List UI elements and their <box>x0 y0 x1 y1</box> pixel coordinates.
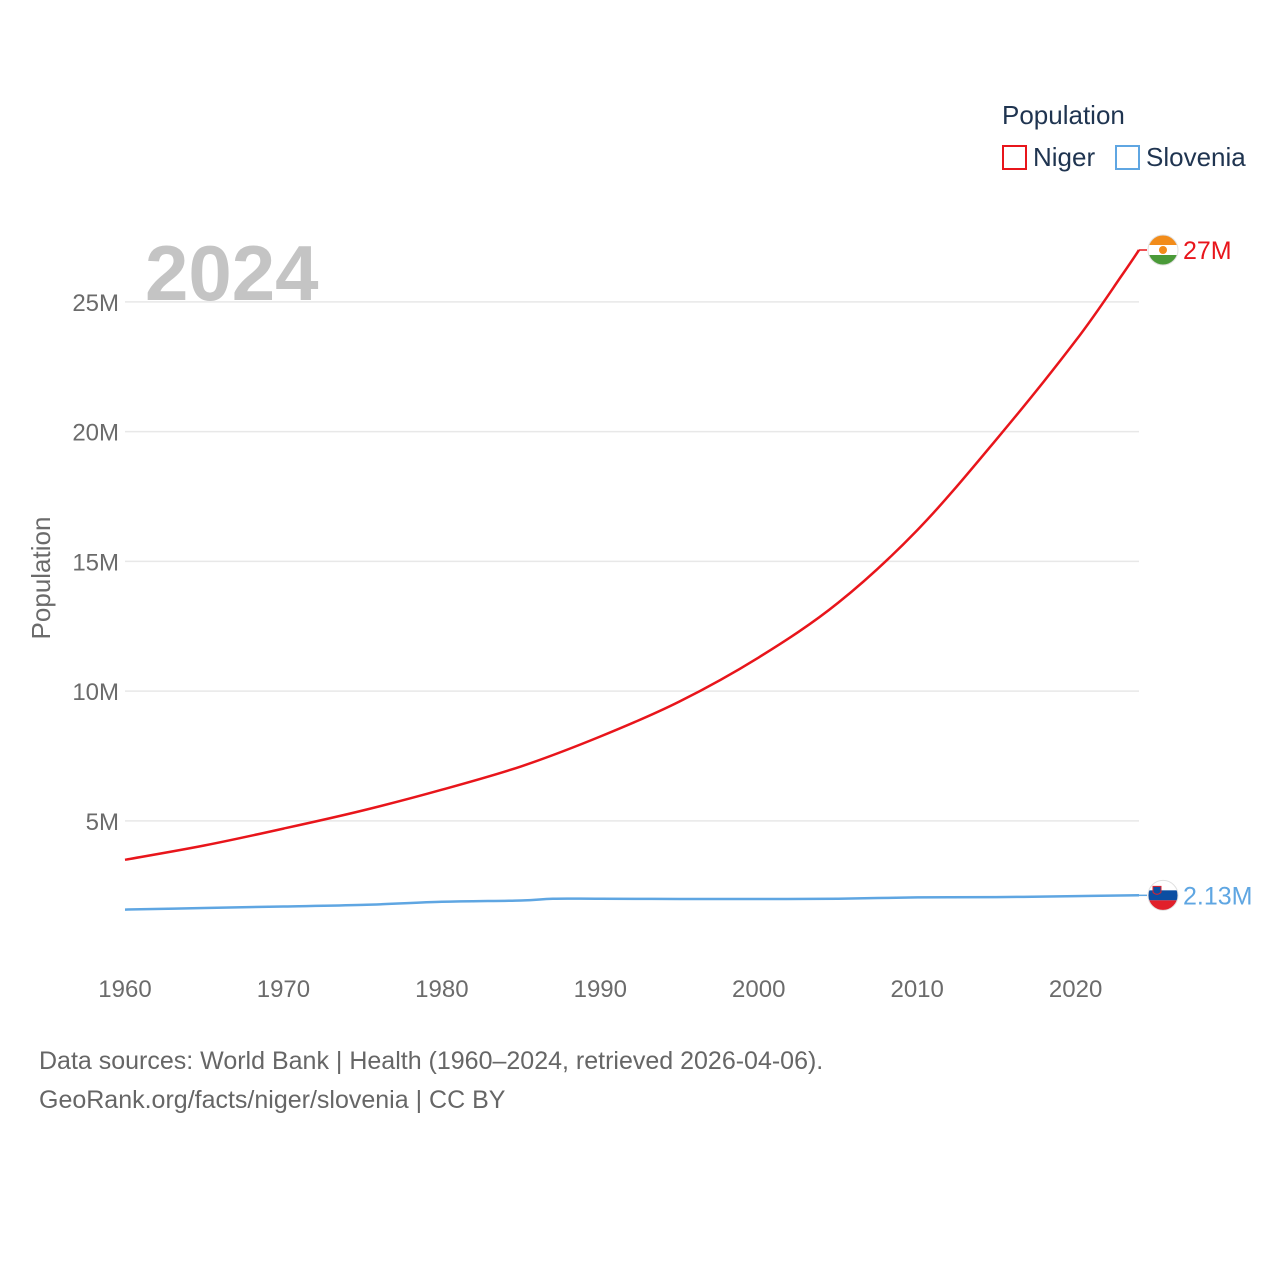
legend-swatch-slovenia <box>1115 145 1140 170</box>
y-axis-ticks: 5M 10M 15M 20M 25M <box>72 290 119 836</box>
y-tick-25M: 25M <box>72 290 119 317</box>
legend-item-niger[interactable]: Niger <box>1002 142 1095 172</box>
x-axis-ticks: 1960 1970 1980 1990 2000 2010 2020 <box>98 976 1102 1003</box>
x-tick-1980: 1980 <box>415 976 468 1003</box>
x-tick-1960: 1960 <box>98 976 151 1003</box>
y-tick-15M: 15M <box>72 549 119 576</box>
source-line-2: GeoRank.org/facts/niger/slovenia | CC BY <box>39 1086 506 1114</box>
legend-swatch-niger <box>1002 145 1027 170</box>
y-tick-5M: 5M <box>86 809 119 836</box>
legend: Population Niger Slovenia <box>1002 100 1246 172</box>
niger-flag-icon <box>1147 234 1179 266</box>
series-end-markers: 27M 2.13M <box>1139 234 1252 911</box>
source-line-1: Data sources: World Bank | Health (1960–… <box>39 1047 824 1075</box>
current-year-label: 2024 <box>145 229 319 317</box>
x-tick-1990: 1990 <box>574 976 627 1003</box>
series-lines <box>124 249 1141 911</box>
legend-label-niger: Niger <box>1033 142 1095 172</box>
end-label-niger: 27M <box>1183 237 1232 265</box>
source-note: Data sources: World Bank | Health (1960–… <box>39 1042 823 1120</box>
legend-item-slovenia[interactable]: Slovenia <box>1115 142 1246 172</box>
population-line-chart: 5M 10M 15M 20M 25M 1960 1970 1980 1990 2000 2010 2… <box>26 100 1252 1003</box>
x-tick-2010: 2010 <box>890 976 943 1003</box>
y-tick-10M: 10M <box>72 679 119 706</box>
y-axis-title: Population <box>26 517 56 640</box>
gridlines <box>125 301 1139 822</box>
end-label-slovenia: 2.13M <box>1183 882 1252 910</box>
legend-label-slovenia: Slovenia <box>1146 142 1246 172</box>
legend-title: Population <box>1002 100 1125 130</box>
x-tick-2000: 2000 <box>732 976 785 1003</box>
x-tick-2020: 2020 <box>1049 976 1102 1003</box>
slovenia-flag-icon <box>1147 879 1179 911</box>
series-line-slovenia <box>124 894 1140 911</box>
x-tick-1970: 1970 <box>257 976 310 1003</box>
series-line-niger <box>124 249 1141 862</box>
y-tick-20M: 20M <box>72 420 119 447</box>
